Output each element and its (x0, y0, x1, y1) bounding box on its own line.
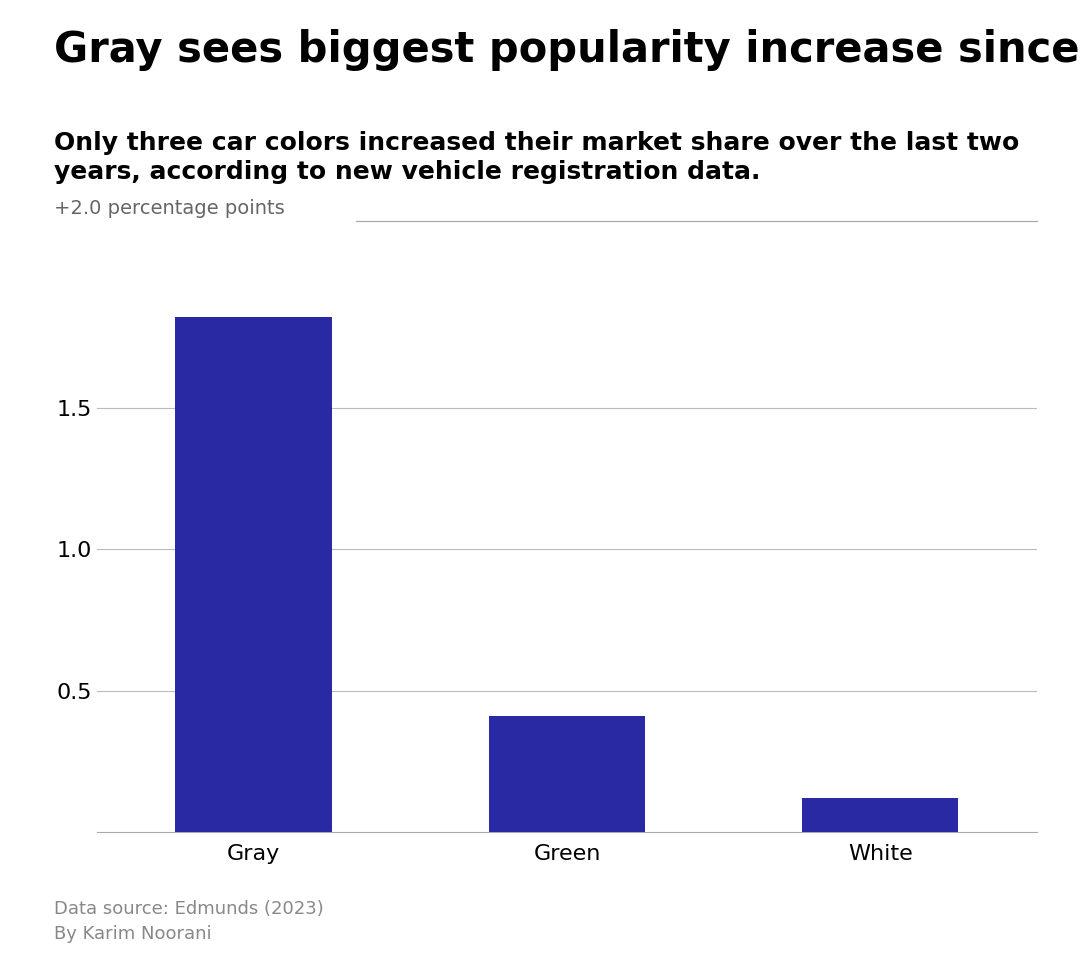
Text: Gray sees biggest popularity increase since 2021: Gray sees biggest popularity increase si… (54, 29, 1080, 71)
Bar (801, 799, 958, 832)
Bar (175, 317, 332, 832)
Bar (488, 716, 646, 832)
Text: +2.0 percentage points: +2.0 percentage points (54, 198, 285, 218)
Text: Data source: Edmunds (2023)
By Karim Noorani: Data source: Edmunds (2023) By Karim Noo… (54, 900, 324, 943)
Text: Only three car colors increased their market share over the last two
years, acco: Only three car colors increased their ma… (54, 131, 1020, 184)
